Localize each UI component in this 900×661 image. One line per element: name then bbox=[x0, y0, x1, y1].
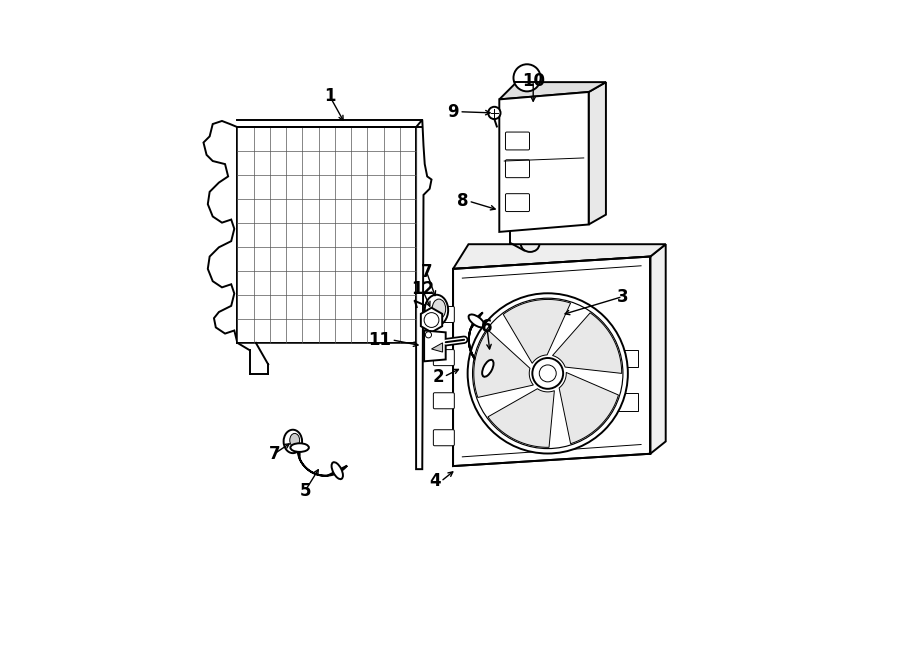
Polygon shape bbox=[453, 256, 651, 466]
FancyBboxPatch shape bbox=[506, 194, 529, 212]
Text: 7: 7 bbox=[268, 445, 280, 463]
Polygon shape bbox=[203, 121, 238, 343]
Circle shape bbox=[514, 64, 541, 91]
Bar bbox=[616, 350, 638, 368]
Bar bbox=[616, 393, 638, 410]
Text: 3: 3 bbox=[616, 288, 628, 305]
FancyBboxPatch shape bbox=[506, 160, 529, 178]
Text: 1: 1 bbox=[324, 87, 336, 105]
FancyBboxPatch shape bbox=[434, 350, 454, 366]
Polygon shape bbox=[297, 436, 347, 476]
Text: 10: 10 bbox=[522, 72, 544, 90]
Ellipse shape bbox=[469, 315, 484, 327]
Circle shape bbox=[472, 298, 623, 449]
Polygon shape bbox=[416, 120, 431, 469]
Polygon shape bbox=[469, 313, 497, 373]
Ellipse shape bbox=[482, 360, 493, 377]
Ellipse shape bbox=[291, 444, 309, 452]
Polygon shape bbox=[431, 343, 443, 352]
Polygon shape bbox=[589, 82, 606, 225]
Circle shape bbox=[532, 358, 563, 389]
Text: 9: 9 bbox=[447, 102, 459, 121]
Circle shape bbox=[426, 332, 431, 338]
Text: 11: 11 bbox=[368, 330, 392, 349]
Polygon shape bbox=[559, 372, 618, 444]
FancyBboxPatch shape bbox=[434, 393, 454, 408]
Circle shape bbox=[468, 293, 628, 453]
Polygon shape bbox=[424, 330, 446, 362]
Polygon shape bbox=[503, 299, 571, 364]
Ellipse shape bbox=[290, 434, 300, 447]
Text: 7: 7 bbox=[421, 263, 432, 281]
Ellipse shape bbox=[425, 295, 448, 326]
Text: 12: 12 bbox=[410, 280, 434, 298]
Polygon shape bbox=[453, 244, 666, 269]
Text: 4: 4 bbox=[429, 473, 441, 490]
Circle shape bbox=[539, 365, 556, 382]
FancyBboxPatch shape bbox=[506, 132, 529, 150]
FancyBboxPatch shape bbox=[434, 430, 454, 446]
Text: 5: 5 bbox=[300, 482, 310, 500]
Ellipse shape bbox=[432, 299, 446, 319]
Polygon shape bbox=[500, 82, 606, 99]
Ellipse shape bbox=[331, 462, 343, 479]
Polygon shape bbox=[488, 389, 554, 447]
Bar bbox=[238, 127, 416, 343]
Ellipse shape bbox=[284, 430, 302, 453]
Polygon shape bbox=[553, 313, 622, 373]
Polygon shape bbox=[500, 92, 589, 232]
Text: 2: 2 bbox=[432, 368, 444, 386]
Text: 6: 6 bbox=[482, 319, 492, 336]
Polygon shape bbox=[651, 244, 666, 453]
Text: 8: 8 bbox=[457, 192, 469, 210]
FancyBboxPatch shape bbox=[434, 307, 454, 323]
Polygon shape bbox=[473, 330, 534, 397]
Circle shape bbox=[488, 107, 500, 119]
Circle shape bbox=[424, 313, 439, 327]
